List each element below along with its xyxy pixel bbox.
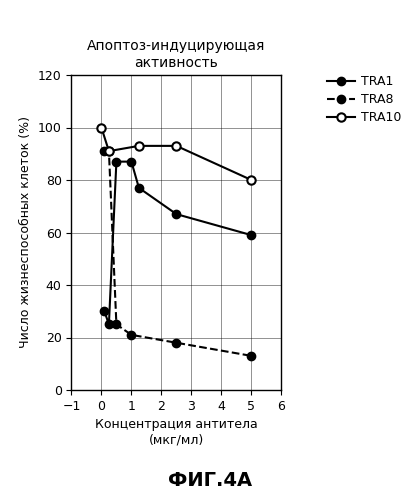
Text: ФИГ.4А: ФИГ.4А xyxy=(168,470,252,490)
Y-axis label: Число жизнеспособных клеток (%): Число жизнеспособных клеток (%) xyxy=(19,116,32,348)
X-axis label: Концентрация антитела
(мкг/мл): Концентрация антитела (мкг/мл) xyxy=(95,418,258,446)
Legend: TRA1, TRA8, TRA10: TRA1, TRA8, TRA10 xyxy=(324,71,405,128)
Title: Апоптоз-индуцирующая
активность: Апоптоз-индуцирующая активность xyxy=(87,40,265,70)
